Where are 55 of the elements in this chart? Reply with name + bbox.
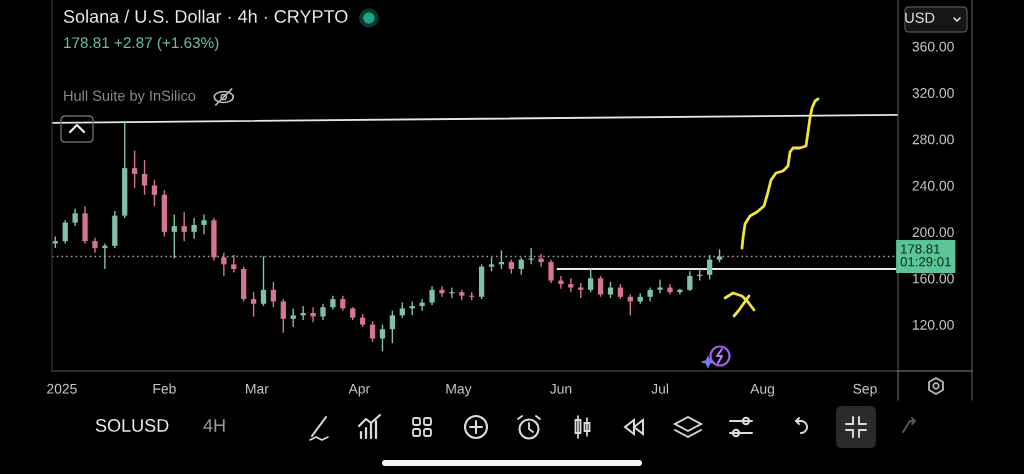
y-tick-label: 280.00 (912, 134, 954, 145)
candlestick (419, 298, 425, 312)
candlestick (62, 219, 68, 245)
candlestick (429, 285, 435, 306)
ref-line-label: 178.81 01:29:01 (900, 244, 951, 267)
candlestick (141, 159, 148, 196)
y-tick-label: 120.00 (912, 319, 954, 330)
candlestick (588, 268, 594, 293)
candlestick (687, 270, 693, 292)
annotation: Hull Suite by InSilico (64, 90, 196, 104)
candlestick (538, 253, 544, 268)
candlestick (191, 217, 197, 240)
text: 178.81 +2.87 (+1.63%) (64, 36, 219, 52)
candlestick (290, 307, 296, 328)
candlestick (280, 298, 286, 334)
candlestick (369, 320, 376, 343)
candlestick (171, 213, 177, 260)
x-tick-label: May (446, 384, 472, 397)
x-tick-label: Apr (348, 384, 370, 397)
candlestick (449, 286, 455, 299)
y-tick-label: 320.00 (912, 88, 954, 98)
candlestick (706, 254, 713, 281)
candlestick (151, 179, 158, 208)
candlestick (260, 255, 267, 307)
candlestick (310, 306, 316, 324)
candlestick (597, 275, 604, 298)
x-tick-label: Feb (153, 383, 176, 394)
x-tick-label: 2025 (47, 383, 77, 394)
y-tick-label: 360.00 (912, 41, 954, 52)
y-tick-label: 240.00 (912, 180, 954, 191)
candlestick (181, 211, 187, 242)
candlestick (250, 291, 257, 318)
x-tick-label: Sep (853, 383, 877, 397)
text: USD (905, 12, 935, 23)
candlestick (201, 213, 207, 235)
candlestick (270, 281, 277, 308)
y-tick-label: 200.00 (912, 227, 954, 238)
candlestick (568, 277, 574, 293)
x-tick-label: Jun (549, 384, 572, 394)
text: SOLUSD (95, 419, 169, 432)
candlestick (131, 150, 138, 189)
x-tick-label: Mar (246, 384, 269, 394)
candlestick (379, 323, 386, 352)
candlestick (657, 278, 663, 295)
text: 4H (203, 419, 225, 432)
candlestick (389, 310, 396, 344)
candlestick (221, 252, 227, 277)
candlestick (102, 242, 108, 270)
candlestick (558, 275, 564, 290)
x-tick-label: Aug (750, 384, 774, 397)
candlestick (439, 285, 445, 298)
candlestick (548, 259, 554, 284)
chart-title: Solana / U.S. Dollar · 4h · CRYPTO (63, 9, 348, 23)
y-tick-label: 160.00 (912, 273, 954, 284)
x-tick-label: Jul (651, 383, 669, 394)
